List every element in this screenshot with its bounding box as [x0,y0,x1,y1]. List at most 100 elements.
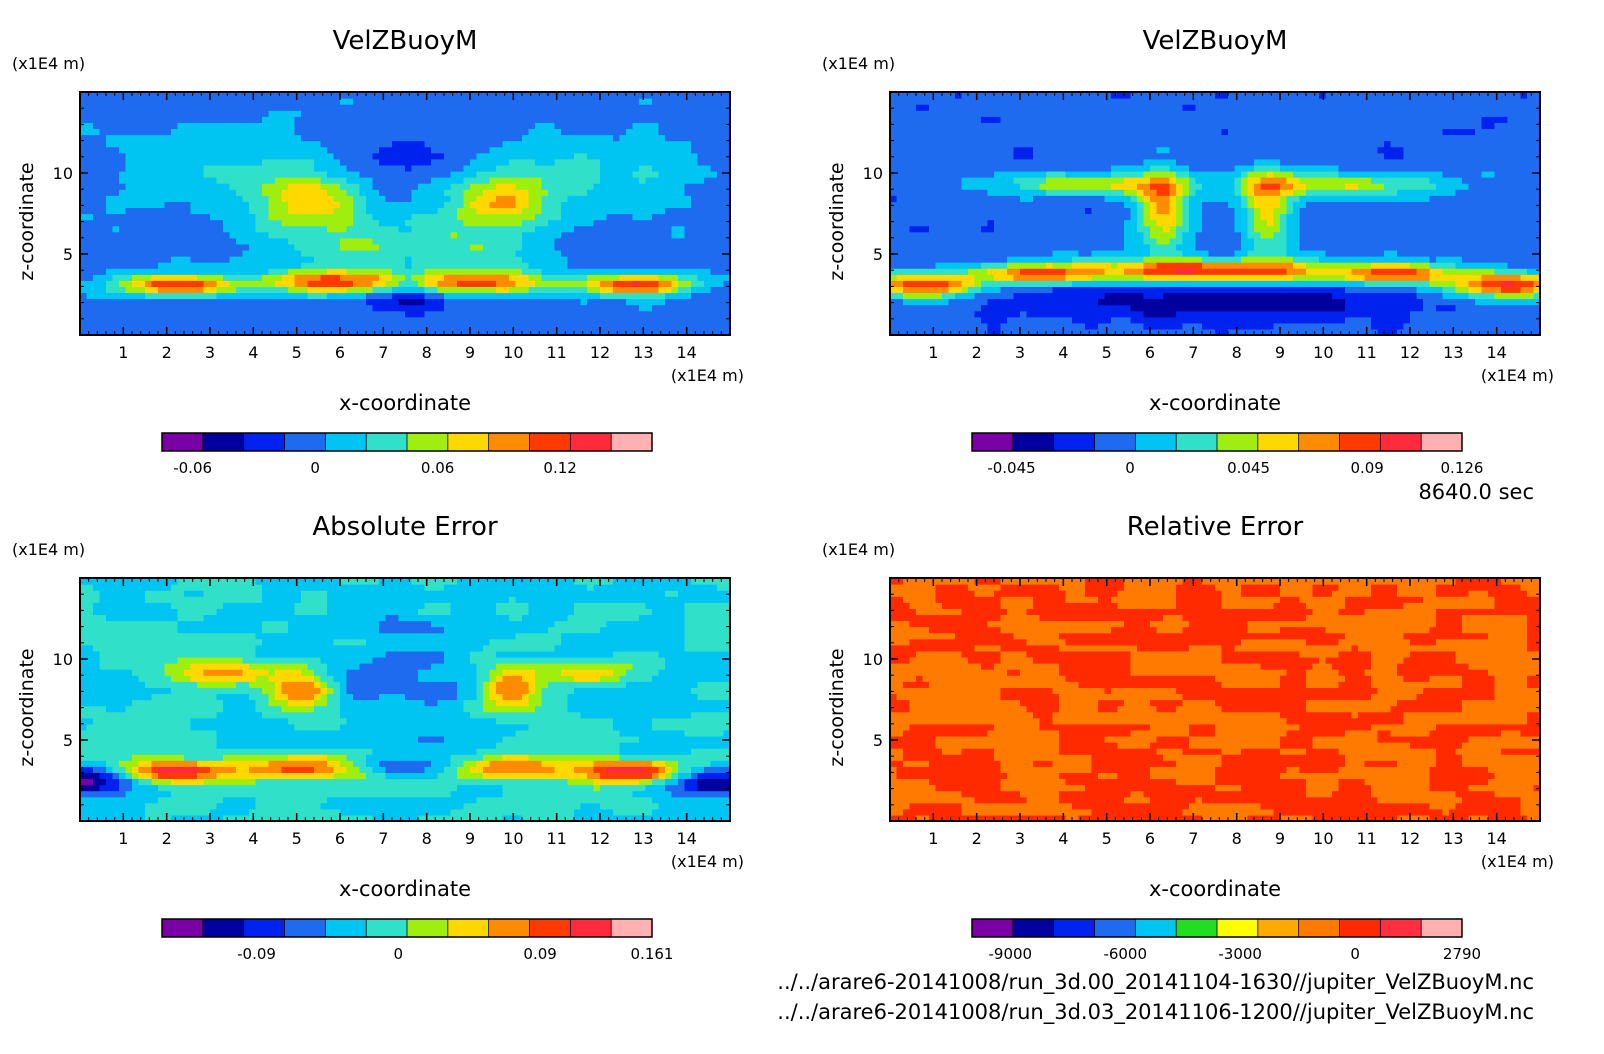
heatmap-cell [132,207,140,215]
heatmap-cell [515,237,523,245]
heatmap-cell [229,256,237,263]
heatmap-cell [896,249,904,257]
heatmap-cell [922,213,930,221]
heatmap-cell [476,231,484,239]
heatmap-cell [483,128,491,136]
heatmap-cell [1000,310,1008,318]
heatmap-cell [424,164,432,172]
heatmap-cell [639,146,647,154]
heatmap-cell [580,170,588,178]
heatmap-cell [385,195,393,202]
heatmap-cell [1000,243,1008,251]
heatmap-cell [398,152,406,160]
heatmap-cell [710,249,718,257]
heatmap-cell [223,262,231,269]
heatmap-cell [890,322,898,330]
heatmap-cell [145,286,153,294]
heatmap-cell [535,316,543,324]
heatmap-cell [99,189,107,196]
heatmap-cell [632,195,640,202]
heatmap-cell [717,189,725,196]
heatmap-cell [288,292,296,300]
heatmap-cell [922,310,930,318]
heatmap-cell [190,328,198,336]
heatmap-cell [678,219,686,227]
heatmap-cell [138,298,146,306]
heatmap-cell [431,116,439,123]
heatmap-cell [483,201,491,209]
heatmap-cell [171,237,179,245]
heatmap-cell [483,146,491,154]
heatmap-cell [197,304,205,312]
heatmap-cell [671,304,679,312]
heatmap-cell [684,116,692,123]
heatmap-cell [268,177,276,184]
heatmap-cell [151,177,159,184]
heatmap-cell [981,274,989,281]
heatmap-cell [93,298,101,306]
heatmap-cell [645,98,653,105]
heatmap-cell [366,152,374,160]
heatmap-cell [138,201,146,209]
heatmap-cell [158,231,166,239]
heatmap-cell [86,237,94,245]
heatmap-cell [320,256,328,263]
heatmap-cell [132,164,140,172]
heatmap-cell [981,170,989,178]
heatmap-cell [106,116,114,123]
heatmap-cell [294,286,302,294]
heatmap-cell [619,292,627,300]
heatmap-cell [574,280,582,287]
heatmap-cell [359,98,367,105]
heatmap-cell [974,164,982,172]
heatmap-cell [268,219,276,227]
heatmap-cell [580,304,588,312]
heatmap-cell [164,256,172,263]
heatmap-cell [138,274,146,281]
heatmap-cell [307,201,315,209]
heatmap-cell [948,134,956,142]
heatmap-cell [476,292,484,300]
heatmap-cell [392,298,400,306]
heatmap-cell [229,104,237,111]
heatmap-cell [717,195,725,202]
heatmap-cell [437,189,445,196]
heatmap-cell [275,237,283,245]
heatmap-cell [93,104,101,111]
heatmap-cell [981,292,989,300]
heatmap-cell [151,164,159,172]
heatmap-cell [223,256,231,263]
heatmap-cell [372,92,380,99]
heatmap-cell [528,104,536,111]
heatmap-cell [606,262,614,269]
heatmap-cell [132,268,140,275]
heatmap-cell [606,134,614,142]
heatmap-cell [405,134,413,142]
heatmap-cell [223,207,231,215]
heatmap-cell [903,164,911,172]
heatmap-cell [935,177,943,184]
heatmap-cell [684,225,692,233]
heatmap-cell [463,268,471,275]
heatmap-cell [515,170,523,178]
heatmap-cell [398,304,406,312]
heatmap-cell [333,243,341,251]
heatmap-cell [333,146,341,154]
heatmap-cell [444,249,452,257]
heatmap-cell [548,280,556,287]
heatmap-cell [639,249,647,257]
heatmap-cell [639,256,647,263]
heatmap-cell [903,207,911,215]
heatmap-cell [961,219,969,227]
heatmap-cell [405,304,413,312]
heatmap-cell [987,243,995,251]
heatmap-cell [346,128,354,136]
heatmap-cell [431,122,439,130]
heatmap-cell [405,122,413,130]
heatmap-cell [502,262,510,269]
heatmap-cell [935,274,943,281]
heatmap-cell [580,256,588,263]
heatmap-cell [723,256,731,263]
heatmap-cell [197,268,205,275]
heatmap-cell [678,128,686,136]
